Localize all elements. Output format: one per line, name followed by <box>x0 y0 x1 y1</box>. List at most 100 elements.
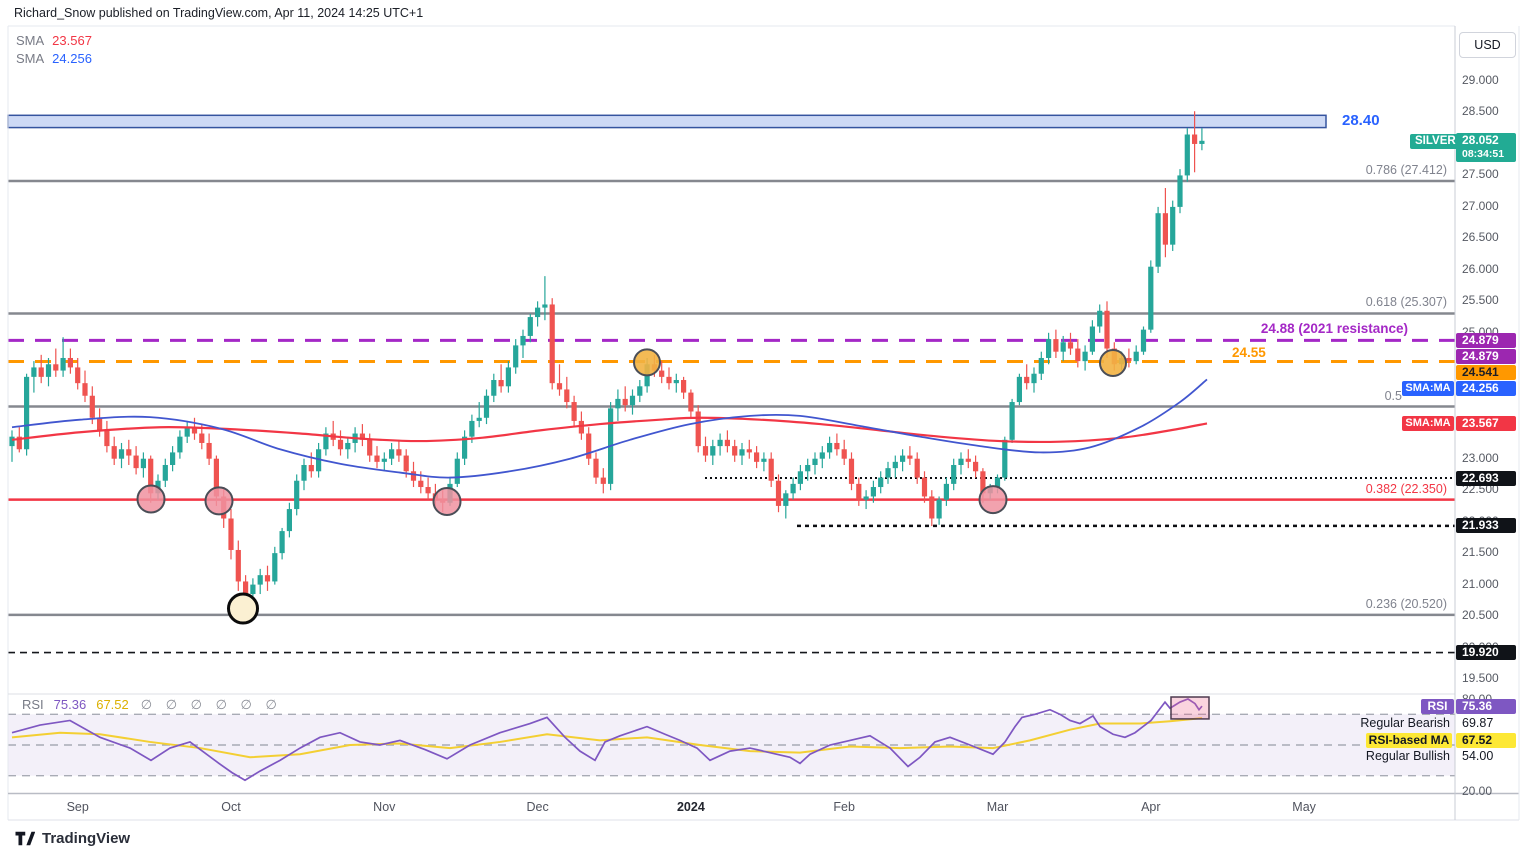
fib-level-label: 0.236 (20.520) <box>1365 596 1447 611</box>
candle <box>301 458 307 491</box>
candle <box>754 446 760 469</box>
rsi-legend-value: 75.36 <box>53 697 87 712</box>
candle <box>834 433 840 456</box>
candle <box>841 439 847 465</box>
candle <box>848 452 855 491</box>
regular-bullish-value: 54.00 <box>1462 749 1494 763</box>
fib-level-label: 0.618 (25.307) <box>1365 295 1447 310</box>
orange-level-label: 24.55 <box>1232 345 1266 360</box>
candle <box>885 461 891 484</box>
candle <box>1067 332 1074 355</box>
candle <box>396 439 402 462</box>
candle <box>367 433 373 462</box>
candle <box>1002 436 1008 481</box>
candle <box>527 313 533 343</box>
candle <box>454 452 460 488</box>
time-tick-nov: Nov <box>373 800 396 814</box>
candle <box>1133 345 1139 365</box>
candle <box>702 436 709 462</box>
price-tick: 29.000 <box>1462 73 1499 87</box>
sma-blue-badge: 24.256 <box>1456 381 1516 396</box>
rsi-empty-fields: ∅ ∅ ∅ ∅ ∅ ∅ <box>140 697 282 712</box>
candle <box>746 439 752 459</box>
candle <box>673 373 679 393</box>
candle <box>1060 335 1066 362</box>
candle <box>1089 320 1095 355</box>
candle <box>1097 304 1103 333</box>
candle <box>1009 398 1015 443</box>
candle <box>191 417 198 440</box>
level-21933-badge: 21.933 <box>1456 518 1516 533</box>
candle <box>374 446 380 469</box>
candle <box>1192 111 1198 173</box>
purple-level-badge-1: 24.879 <box>1456 333 1516 348</box>
candle <box>863 490 869 510</box>
candle <box>549 298 555 390</box>
attribution-text: Richard_Snow published on TradingView.co… <box>14 6 424 20</box>
candle <box>783 490 789 519</box>
candle <box>140 452 146 478</box>
rsi-legend-title: RSI <box>22 697 44 712</box>
regular-bearish-label: Regular Bearish <box>1360 716 1450 730</box>
time-tick-2024: 2024 <box>676 800 705 814</box>
candle <box>965 449 971 469</box>
purple-resistance-label: 24.88 (2021 resistance) <box>1260 321 1408 336</box>
candle <box>184 420 190 443</box>
candle <box>1104 301 1110 358</box>
rsi-axis-label-badge: RSI <box>1421 699 1454 714</box>
candle <box>1024 364 1030 390</box>
countdown-timer: 08:34:51 <box>1462 148 1505 161</box>
candle <box>257 568 263 595</box>
candle <box>206 433 212 465</box>
candle <box>45 357 52 387</box>
currency-toggle-button[interactable]: USD <box>1459 32 1516 58</box>
candle <box>790 477 796 500</box>
candle <box>914 452 920 484</box>
candle <box>1038 351 1044 381</box>
candle <box>542 276 548 321</box>
candle <box>724 430 730 453</box>
candle <box>1126 348 1132 368</box>
candle <box>600 468 606 494</box>
level-19920-badge: 19.920 <box>1456 645 1516 660</box>
candle <box>739 442 745 465</box>
candle <box>60 337 66 377</box>
orange-highlight-circle <box>1099 349 1127 378</box>
candle <box>520 329 526 358</box>
price-tick: 25.500 <box>1462 293 1499 308</box>
candle <box>900 449 906 472</box>
sma-legend-row-2[interactable]: SMA 24.256 <box>16 51 92 66</box>
pink-highlight-circle <box>204 486 234 516</box>
candle <box>286 502 292 538</box>
candle <box>936 496 942 525</box>
sma-red-badge-tag: SMA:MA <box>1402 416 1454 431</box>
regular-bearish-value: 69.87 <box>1462 716 1494 730</box>
time-tick-mar: Mar <box>986 800 1009 814</box>
candle <box>462 430 468 465</box>
candle <box>1199 128 1205 151</box>
candle <box>111 436 117 465</box>
candle <box>732 439 738 462</box>
tradingview-logo[interactable]: TradingView <box>14 828 130 849</box>
candle <box>104 420 110 453</box>
candle <box>483 389 490 425</box>
candle <box>272 546 278 585</box>
candle <box>907 446 913 465</box>
pink-highlight-circle <box>432 487 462 517</box>
sma-legend-row-1[interactable]: SMA 23.567 <box>16 33 92 48</box>
pane-borders <box>7 25 1520 821</box>
candle <box>637 380 643 403</box>
candle <box>177 430 183 459</box>
candle <box>666 367 672 390</box>
candle <box>24 373 30 456</box>
rsi-ma-line <box>11 717 1203 759</box>
candle <box>162 458 168 488</box>
candle <box>629 389 636 415</box>
candle <box>75 357 81 390</box>
rsi-legend-row[interactable]: RSI 75.36 67.52 ∅ ∅ ∅ ∅ ∅ ∅ <box>22 697 282 713</box>
candle <box>659 361 665 384</box>
candle <box>294 474 300 516</box>
candle <box>615 389 621 421</box>
price-tick: 23.000 <box>1462 450 1499 465</box>
